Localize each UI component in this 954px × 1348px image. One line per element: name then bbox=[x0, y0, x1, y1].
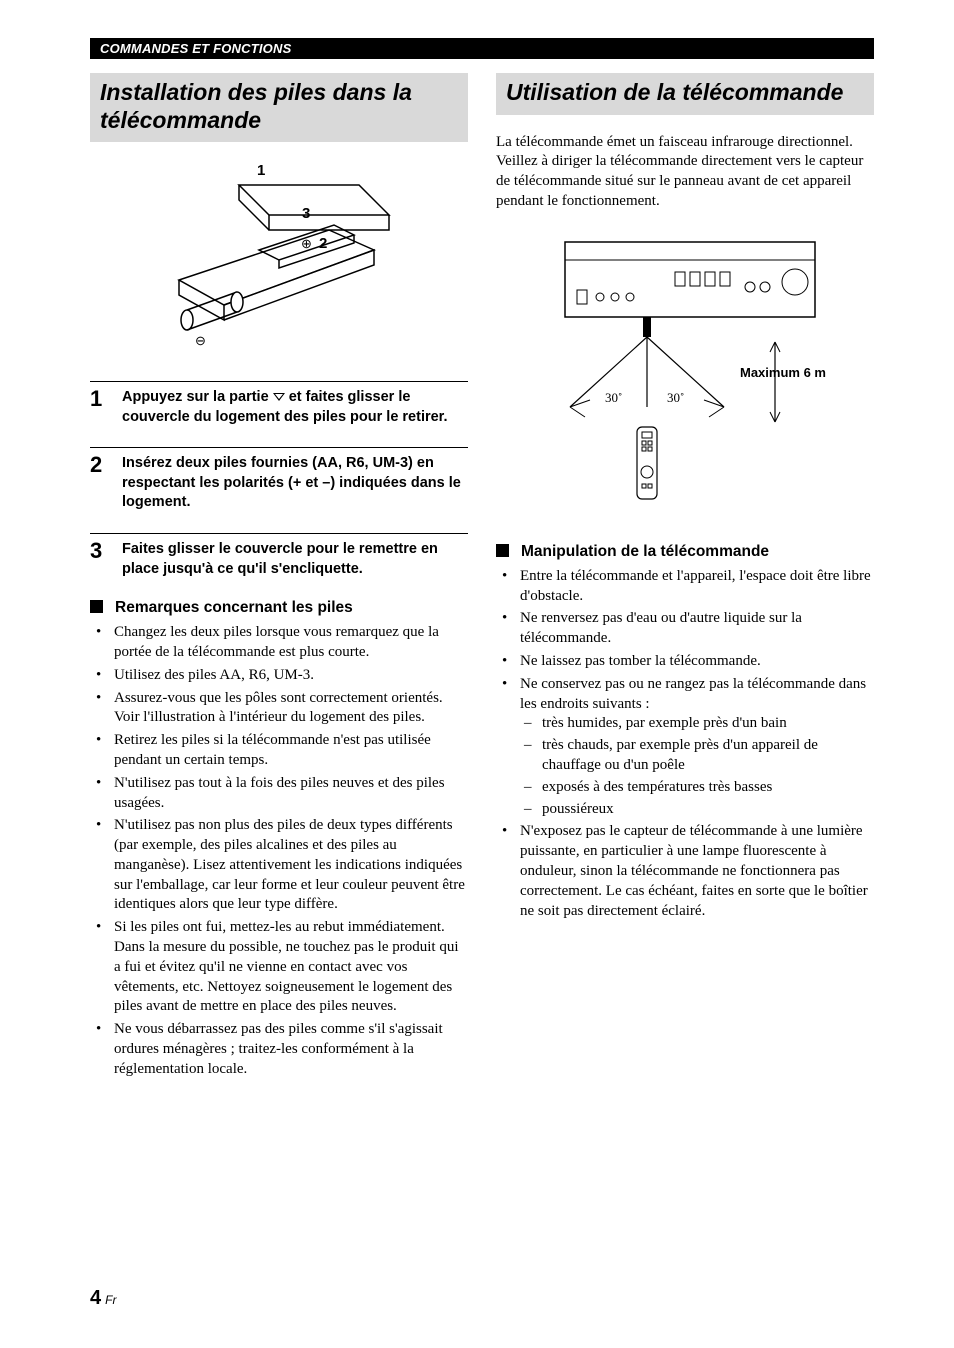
right-column: Utilisation de la télécommande La téléco… bbox=[496, 73, 874, 1083]
section-header: COMMANDES ET FONCTIONS bbox=[90, 38, 874, 59]
diagram-label-1: 1 bbox=[257, 162, 265, 179]
list-item: Ne renversez pas d'eau ou d'autre liquid… bbox=[498, 609, 874, 649]
list-item: Assurez-vous que les pôles sont correcte… bbox=[92, 689, 468, 729]
remote-range-diagram: 30˚ 30˚ Maximum 6 m bbox=[496, 232, 874, 517]
sub-list: très humides, par exemple près d'un bain… bbox=[520, 714, 874, 819]
square-bullet-icon bbox=[496, 544, 509, 557]
page-number-value: 4 bbox=[90, 1287, 101, 1309]
max-distance: Maximum 6 m bbox=[740, 365, 826, 380]
intro-line-2: Veillez à diriger la télécommande direct… bbox=[496, 153, 863, 209]
angle-left: 30˚ bbox=[605, 390, 622, 405]
angle-right: 30˚ bbox=[667, 390, 684, 405]
list-item: très humides, par exemple près d'un bain bbox=[520, 714, 874, 734]
intro-line-1: La télécommande émet un faisceau infraro… bbox=[496, 134, 853, 150]
list-item: poussiéreux bbox=[520, 800, 874, 820]
list-item: Si les piles ont fui, mettez-les au rebu… bbox=[92, 918, 468, 1017]
step-text: Appuyez sur la partie et faites glisser … bbox=[122, 388, 468, 427]
right-title: Utilisation de la télécommande bbox=[496, 73, 874, 115]
triangle-down-icon bbox=[273, 393, 285, 401]
square-bullet-icon bbox=[90, 600, 103, 613]
list-item: Retirez les piles si la télécommande n'e… bbox=[92, 731, 468, 771]
step-text-pre: Appuyez sur la partie bbox=[122, 389, 273, 405]
step-3: 3 Faites glisser le couvercle pour le re… bbox=[90, 533, 468, 579]
list-item-text: Ne conservez pas ou ne rangez pas la tél… bbox=[520, 676, 866, 712]
manual-page: COMMANDES ET FONCTIONS Installation des … bbox=[0, 0, 954, 1348]
list-item: N'exposez pas le capteur de télécommande… bbox=[498, 822, 874, 921]
diagram-minus: ⊖ bbox=[195, 333, 206, 348]
battery-notes-list: Changez les deux piles lorsque vous rema… bbox=[92, 623, 468, 1080]
step-text: Faites glisser le couvercle pour le reme… bbox=[122, 540, 468, 579]
list-item: Changez les deux piles lorsque vous rema… bbox=[92, 623, 468, 663]
list-item: N'utilisez pas tout à la fois des piles … bbox=[92, 774, 468, 814]
step-number: 3 bbox=[90, 540, 108, 579]
diagram-label-2: 2 bbox=[319, 235, 327, 252]
handling-heading: Manipulation de la télécommande bbox=[496, 543, 874, 561]
list-item: Entre la télécommande et l'appareil, l'e… bbox=[498, 567, 874, 607]
step-1: 1 Appuyez sur la partie et faites glisse… bbox=[90, 381, 468, 427]
notes-heading-text: Remarques concernant les piles bbox=[115, 599, 353, 616]
handling-heading-text: Manipulation de la télécommande bbox=[521, 543, 769, 560]
list-item: très chauds, par exemple près d'un appar… bbox=[520, 736, 874, 776]
list-item: Ne vous débarrassez pas des piles comme … bbox=[92, 1020, 468, 1079]
list-item: Utilisez des piles AA, R6, UM-3. bbox=[92, 666, 468, 686]
diagram-label-3: 3 bbox=[302, 205, 310, 222]
handling-list: Entre la télécommande et l'appareil, l'e… bbox=[498, 567, 874, 922]
page-number: 4 Fr bbox=[90, 1287, 116, 1310]
left-column: Installation des piles dans la télécomma… bbox=[90, 73, 468, 1083]
step-number: 1 bbox=[90, 388, 108, 427]
diagram-plus: ⊕ bbox=[301, 236, 312, 251]
step-number: 2 bbox=[90, 454, 108, 513]
notes-heading: Remarques concernant les piles bbox=[90, 599, 468, 617]
list-item: Ne laissez pas tomber la télécommande. bbox=[498, 652, 874, 672]
left-title: Installation des piles dans la télécomma… bbox=[90, 73, 468, 142]
step-text: Insérez deux piles fournies (AA, R6, UM-… bbox=[122, 454, 468, 513]
list-item: Ne conservez pas ou ne rangez pas la tél… bbox=[498, 675, 874, 820]
step-2: 2 Insérez deux piles fournies (AA, R6, U… bbox=[90, 447, 468, 513]
intro-text: La télécommande émet un faisceau infraro… bbox=[496, 133, 874, 212]
page-lang: Fr bbox=[105, 1293, 116, 1307]
battery-install-diagram: 1 3 2 ⊕ ⊖ bbox=[90, 160, 468, 355]
list-item: exposés à des températures très basses bbox=[520, 778, 874, 798]
list-item: N'utilisez pas non plus des piles de deu… bbox=[92, 816, 468, 915]
two-column-layout: Installation des piles dans la télécomma… bbox=[90, 73, 874, 1083]
